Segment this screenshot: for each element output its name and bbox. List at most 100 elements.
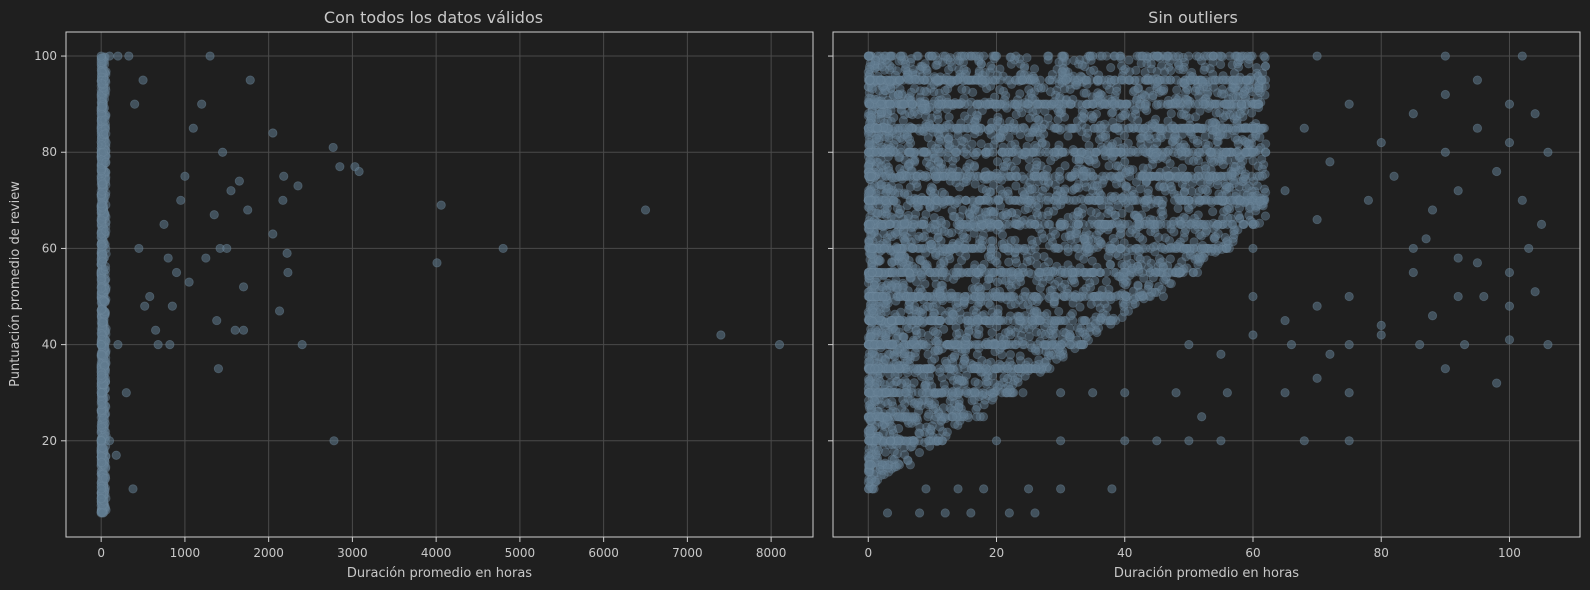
scatter-point	[96, 239, 106, 250]
scatter-point	[96, 484, 106, 494]
subplot-left: Con todos los datos válidos 0 1000 2000 300…	[8, 8, 814, 581]
scatter-point	[939, 379, 949, 390]
scatter-point	[96, 388, 106, 398]
scatter-point	[138, 75, 148, 85]
scatter-point	[436, 200, 446, 210]
scatter-point	[1199, 65, 1209, 75]
scatter-point	[1015, 351, 1025, 361]
scatter-point	[1244, 181, 1254, 191]
scatter-point	[1063, 131, 1073, 141]
subplot-right-title: Sin outliers	[1148, 8, 1238, 27]
scatter-point	[1127, 195, 1137, 205]
scatter-point	[1149, 242, 1159, 252]
scatter-point	[1111, 161, 1121, 171]
x-tick-label: 3000	[337, 546, 368, 560]
scatter-point	[1173, 203, 1183, 214]
scatter-point	[140, 301, 150, 311]
scatter-point	[716, 330, 726, 340]
scatter-point	[201, 253, 211, 263]
scatter-point	[128, 484, 138, 494]
scatter-point	[98, 317, 108, 327]
scatter-point	[1208, 207, 1218, 217]
scatter-point	[96, 51, 106, 61]
scatter-point	[1038, 233, 1049, 243]
scatter-point	[278, 195, 288, 205]
scatter-point	[212, 315, 222, 326]
scatter-point	[970, 377, 980, 387]
scatter-point	[498, 243, 508, 254]
scatter-point	[1022, 53, 1032, 63]
scatter-point	[222, 243, 232, 254]
scatter-point	[1160, 233, 1170, 243]
scatter-point	[1035, 267, 1045, 278]
scatter-point	[100, 115, 110, 125]
scatter-point	[1020, 371, 1030, 381]
scatter-point	[983, 125, 993, 135]
scatter-point	[1260, 211, 1271, 221]
scatter-point	[947, 228, 957, 238]
scatter-point	[937, 344, 947, 354]
scatter-point	[1092, 327, 1102, 338]
scatter-point	[104, 51, 115, 61]
y-tick-label: 60	[42, 241, 57, 255]
scatter-point	[774, 340, 785, 350]
scatter-point	[1199, 243, 1209, 254]
scatter-point	[283, 267, 293, 278]
scatter-point	[946, 371, 956, 381]
scatter-point	[904, 108, 915, 119]
x-tick-label: 8000	[756, 546, 787, 560]
scatter-point	[958, 205, 968, 215]
scatter-point	[151, 325, 161, 335]
scatter-point	[929, 308, 939, 318]
scatter-point	[1095, 211, 1105, 222]
scatter-point	[124, 51, 134, 61]
scatter-point	[1220, 180, 1230, 190]
scatter-point	[930, 353, 940, 364]
subplot-left-dense-band	[96, 52, 111, 518]
scatter-point	[167, 301, 177, 311]
scatter-point	[100, 297, 110, 307]
scatter-point	[863, 130, 874, 140]
scatter-point	[243, 205, 253, 215]
scatter-point	[1054, 306, 1064, 317]
scatter-point	[205, 51, 215, 61]
x-tick-label: 2000	[253, 546, 284, 560]
scatter-point	[1124, 55, 1134, 65]
scatter-point	[297, 340, 307, 350]
scatter-point	[947, 62, 957, 72]
scatter-point	[1079, 88, 1089, 98]
scatter-point	[176, 195, 186, 205]
scatter-point	[101, 473, 111, 484]
scatter-point	[268, 229, 278, 239]
scatter-point	[354, 166, 364, 177]
scatter-point	[98, 179, 108, 189]
scatter-point	[992, 157, 1003, 167]
scatter-point	[1023, 300, 1033, 310]
scatter-point	[209, 210, 219, 220]
scatter-point	[97, 257, 108, 267]
scatter-point	[1101, 276, 1111, 286]
scatter-point	[97, 101, 107, 112]
scatter-point	[986, 243, 996, 254]
scatter-point	[1138, 163, 1148, 173]
scatter-point	[335, 162, 345, 172]
scatter-point	[145, 291, 155, 302]
scatter-point	[956, 314, 966, 324]
scatter-point	[96, 349, 106, 360]
scatter-point	[153, 340, 163, 350]
scatter-point	[1142, 255, 1152, 265]
scatter-point	[1043, 257, 1054, 267]
scatter-point	[268, 128, 278, 138]
scatter-point	[96, 400, 106, 410]
scatter-point	[1071, 195, 1081, 205]
scatter-point	[992, 116, 1003, 126]
scatter-point	[891, 135, 901, 145]
scatter-point	[1011, 181, 1021, 191]
scatter-point	[1108, 192, 1119, 202]
scatter-point	[1103, 252, 1113, 262]
y-tick-label: 20	[42, 434, 57, 448]
subplot-left-xlabel: Duración promedio en horas	[347, 566, 532, 581]
scatter-point	[101, 226, 111, 236]
scatter-point	[1004, 132, 1014, 142]
